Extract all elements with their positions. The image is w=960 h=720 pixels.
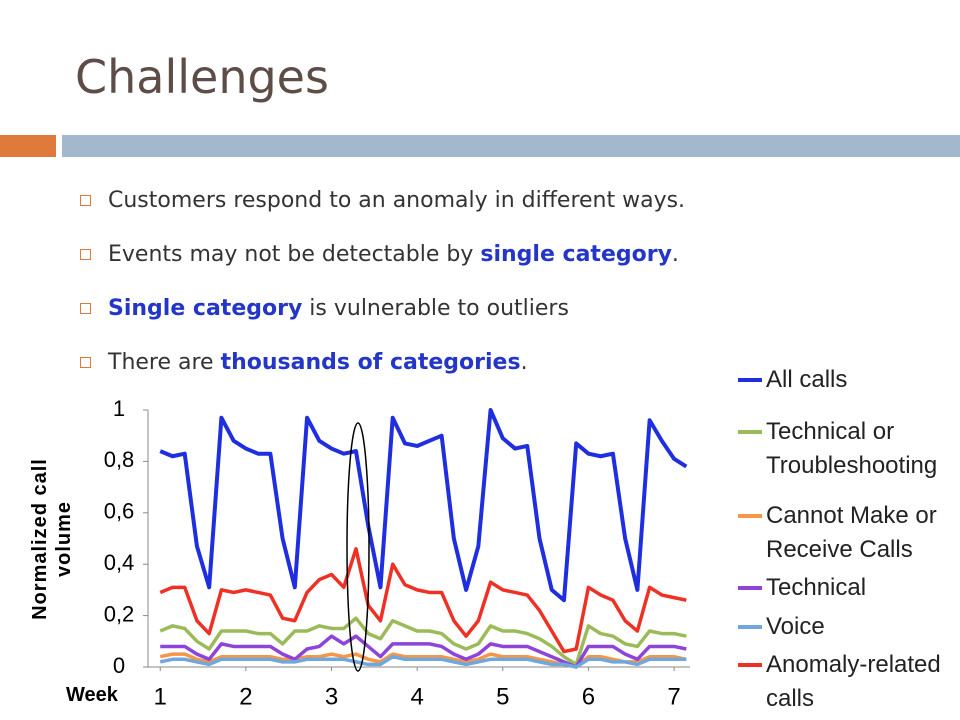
legend-label: Anomaly-related calls <box>766 651 941 712</box>
bullet-item: Events may not be detectable by single c… <box>80 239 679 269</box>
highlight-ellipse <box>346 422 370 672</box>
series-line <box>159 408 688 603</box>
legend-swatch <box>738 663 762 667</box>
legend-item: Technical <box>738 571 960 605</box>
legend-swatch <box>738 430 762 434</box>
legend-item: Voice <box>738 610 960 644</box>
x-tick-label: 7 <box>667 683 680 710</box>
bullet-text: is vulnerable to outliers <box>302 295 569 321</box>
y-tick-label: 0,4 <box>104 550 135 575</box>
y-axis-label: Normalized call volume <box>29 458 75 620</box>
series-line <box>159 616 687 667</box>
bullet-marker <box>80 356 91 368</box>
legend-label: Technical or Troubleshooting <box>766 418 938 479</box>
x-axis-label: Week <box>66 684 118 706</box>
x-tick-label: 4 <box>410 683 423 710</box>
legend-item: All calls <box>738 363 960 397</box>
bullet-text: There are <box>108 349 221 375</box>
bullet-text: Events may not be detectable by <box>108 241 481 267</box>
bullet-text: . <box>671 241 679 267</box>
legend-swatch <box>738 514 762 518</box>
legend-item: Cannot Make or Receive Calls <box>738 499 960 567</box>
x-tick-label: 2 <box>239 683 252 710</box>
y-tick-label: 0 <box>113 653 125 678</box>
legend-swatch <box>738 378 762 382</box>
legend-label: Cannot Make or Receive Calls <box>766 502 937 563</box>
y-tick-label: 0,2 <box>104 601 135 626</box>
bullet-item: There are thousands of categories. <box>80 347 528 377</box>
x-tick-label: 6 <box>582 683 595 710</box>
bullet-text: single category <box>480 241 672 267</box>
legend-label: All calls <box>766 366 848 393</box>
series-line <box>159 547 687 654</box>
y-tick-label: 1 <box>113 396 125 421</box>
bullet-item: Single category is vulnerable to outlier… <box>80 293 569 323</box>
bullet-text: thousands of categories <box>220 349 521 375</box>
series-line <box>159 652 687 669</box>
bullet-marker <box>80 302 91 314</box>
accent-bar <box>62 135 960 157</box>
legend-label: Technical <box>766 574 867 601</box>
legend-swatch <box>738 625 762 629</box>
x-tick-label: 5 <box>496 683 509 710</box>
y-tick-label: 0,6 <box>104 499 135 524</box>
y-tick-label: 0,8 <box>104 447 135 472</box>
bullet-item: Customers respond to an anomaly in diffe… <box>80 185 685 215</box>
x-tick-label: 3 <box>325 683 338 710</box>
bullet-text: Single category <box>108 295 303 321</box>
legend-label: Voice <box>766 613 825 640</box>
series-line <box>160 634 687 669</box>
bullet-marker <box>80 194 91 206</box>
bullet-marker <box>80 248 91 260</box>
plot <box>159 408 688 669</box>
series-line <box>159 654 687 669</box>
bullet-text: . <box>520 349 528 375</box>
x-tick-label: 1 <box>154 683 167 710</box>
accent-bar <box>0 135 56 157</box>
legend-swatch <box>738 586 762 590</box>
slide-title: Challenges <box>75 50 329 104</box>
legend-item: Anomaly-related calls <box>738 648 960 716</box>
legend-item: Technical or Troubleshooting <box>738 415 960 483</box>
bullet-text: Customers respond to an anomaly in diffe… <box>108 187 686 213</box>
